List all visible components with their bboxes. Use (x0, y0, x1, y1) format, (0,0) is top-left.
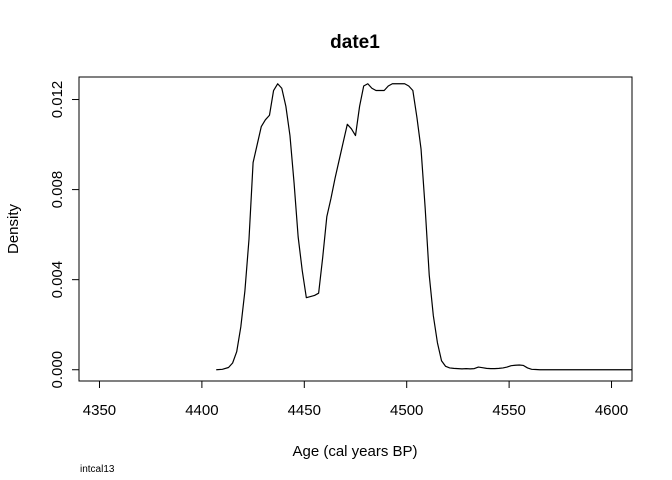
x-tick-label: 4450 (288, 402, 321, 419)
x-tick-label: 4400 (185, 402, 218, 419)
x-tick-label: 4350 (83, 402, 116, 419)
y-tick-label: 0.004 (49, 261, 66, 299)
density-curve (216, 83, 632, 371)
y-axis: 0.000 0.004 0.008 0.012 (49, 81, 79, 389)
x-axis-label: Age (cal years BP) (292, 443, 417, 460)
x-tick-label: 4550 (492, 402, 525, 419)
y-axis-label: Density (5, 203, 22, 254)
plot-frame (78, 76, 633, 382)
x-tick-label: 4600 (595, 402, 628, 419)
y-tick-label: 0.008 (49, 171, 66, 209)
x-tick-label: 4500 (390, 402, 423, 419)
y-tick-label: 0.000 (49, 351, 66, 389)
calibration-curve-note: intcal13 (80, 464, 115, 475)
chart-title: date1 (330, 32, 380, 53)
y-tick-label: 0.012 (49, 81, 66, 119)
x-axis: 4350 4400 4450 4500 4550 4600 (83, 381, 628, 419)
